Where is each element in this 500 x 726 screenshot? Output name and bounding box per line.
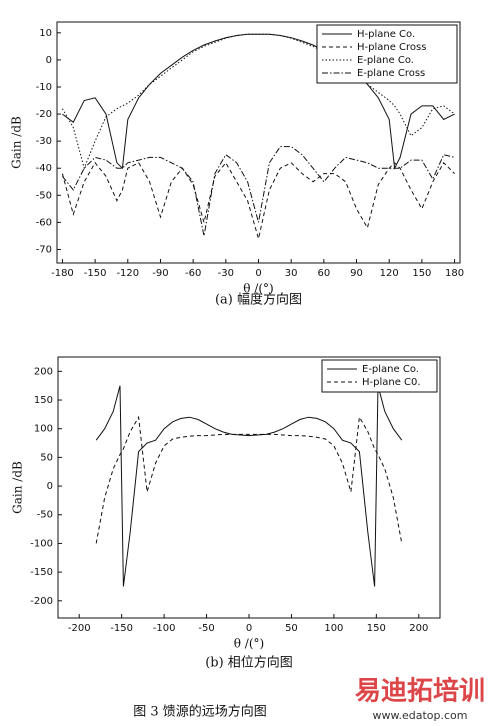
x-axis-label: θ /(°): [243, 282, 273, 296]
x-tick-label: 200: [409, 623, 428, 634]
x-tick-label: 50: [285, 623, 298, 634]
plot-frame: [57, 356, 441, 619]
x-tick-label: -50: [198, 623, 214, 634]
x-tick-label: 30: [285, 268, 298, 279]
legend-box: [316, 24, 458, 84]
x-tick-label: 150: [367, 623, 386, 634]
watermark: 易迪拓培训: [355, 677, 485, 707]
series-line: [95, 415, 403, 544]
legend-box: [321, 359, 438, 393]
x-tick-label: 150: [412, 268, 431, 279]
y-tick-label: -150: [30, 567, 53, 578]
y-tick-label: 10: [39, 28, 52, 39]
chart-caption: (a) 幅度方向图: [215, 292, 302, 308]
y-tick-label: -40: [36, 163, 52, 174]
watermark-url: www.edatop.com: [373, 709, 468, 722]
y-axis-label: Gain /dB: [10, 116, 24, 169]
legend-label: H-plane C0.: [362, 377, 421, 388]
x-tick-label: -120: [116, 268, 139, 279]
y-tick-label: 0: [46, 55, 52, 66]
x-tick-label: -200: [68, 623, 91, 634]
y-tick-label: -20: [36, 109, 52, 120]
legend-label: H-plane Cross: [357, 42, 426, 53]
y-tick-label: 200: [34, 366, 53, 377]
y-tick-label: -60: [36, 217, 52, 228]
x-tick-label: -30: [218, 268, 234, 279]
x-tick-label: 0: [255, 268, 261, 279]
y-axis-label: Gain /dB: [11, 461, 25, 514]
series-line: [61, 33, 455, 170]
y-tick-label: 150: [34, 395, 53, 406]
legend-label: E-plane Co.: [357, 55, 414, 66]
y-tick-label: 50: [40, 452, 53, 463]
x-tick-label: 100: [324, 623, 343, 634]
y-tick-label: -200: [30, 596, 53, 607]
series-line: [62, 146, 455, 236]
x-tick-label: -150: [110, 623, 133, 634]
x-tick-label: -150: [84, 268, 107, 279]
y-tick-label: -70: [36, 244, 52, 255]
y-tick-label: 0: [47, 481, 53, 492]
legend-label: H-plane Co.: [357, 29, 415, 40]
x-tick-label: 0: [246, 623, 252, 634]
x-axis-label: θ /(°): [234, 637, 264, 651]
series-line: [62, 33, 455, 170]
x-tick-label: -100: [153, 623, 176, 634]
legend-label: E-plane Cross: [357, 68, 425, 79]
x-tick-label: 90: [350, 268, 363, 279]
legend-label: E-plane Co.: [362, 364, 419, 375]
x-tick-label: 180: [445, 268, 464, 279]
y-tick-label: -30: [36, 136, 52, 147]
series-line: [61, 161, 455, 239]
x-tick-label: 60: [317, 268, 330, 279]
series-line: [95, 385, 403, 587]
y-tick-label: -50: [36, 190, 52, 201]
x-tick-label: -60: [185, 268, 201, 279]
y-tick-label: 100: [34, 424, 53, 435]
x-tick-label: -180: [51, 268, 74, 279]
y-tick-label: -100: [30, 538, 53, 549]
x-tick-label: 120: [380, 268, 399, 279]
y-tick-label: -10: [36, 82, 52, 93]
figure-caption: 图 3 馈源的远场方向图: [133, 704, 267, 720]
chart-caption: (b) 相位方向图: [205, 655, 293, 671]
x-tick-label: -90: [152, 268, 168, 279]
y-tick-label: -50: [37, 510, 53, 521]
